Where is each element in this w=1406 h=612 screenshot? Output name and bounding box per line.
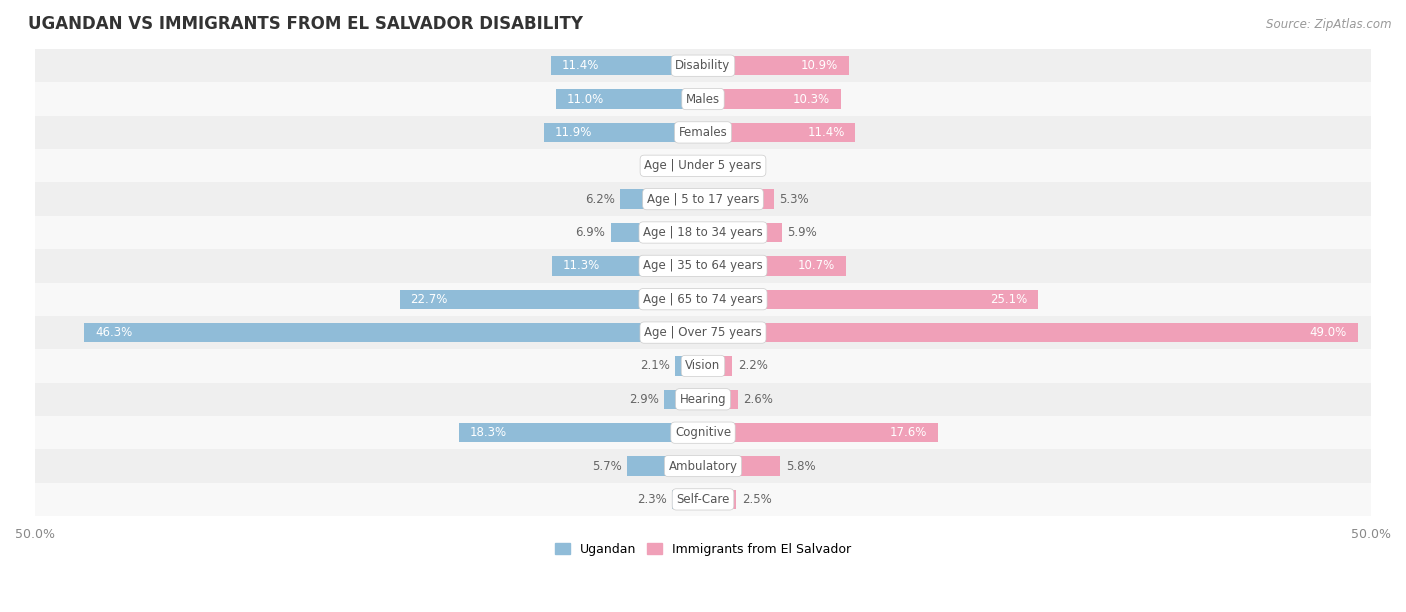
Bar	[555, 89, 703, 109]
Bar	[703, 457, 780, 476]
Bar	[35, 249, 1371, 283]
Text: 2.1%: 2.1%	[640, 359, 669, 373]
Bar	[703, 190, 773, 209]
Text: 46.3%: 46.3%	[96, 326, 132, 339]
Text: Cognitive: Cognitive	[675, 426, 731, 439]
Bar	[35, 382, 1371, 416]
Text: 1.1%: 1.1%	[652, 159, 683, 172]
Bar	[664, 390, 703, 409]
Text: UGANDAN VS IMMIGRANTS FROM EL SALVADOR DISABILITY: UGANDAN VS IMMIGRANTS FROM EL SALVADOR D…	[28, 15, 583, 33]
Bar	[703, 490, 737, 509]
Text: 2.5%: 2.5%	[742, 493, 772, 506]
Bar	[703, 123, 855, 142]
Bar	[35, 83, 1371, 116]
Legend: Ugandan, Immigrants from El Salvador: Ugandan, Immigrants from El Salvador	[550, 537, 856, 561]
Bar	[35, 216, 1371, 249]
Text: 11.9%: 11.9%	[555, 126, 592, 139]
Text: Self-Care: Self-Care	[676, 493, 730, 506]
Text: 10.3%: 10.3%	[793, 92, 830, 105]
Text: 10.9%: 10.9%	[800, 59, 838, 72]
Text: 11.4%: 11.4%	[807, 126, 845, 139]
Bar	[703, 156, 717, 176]
Bar	[551, 56, 703, 75]
Text: 11.4%: 11.4%	[561, 59, 599, 72]
Text: 11.0%: 11.0%	[567, 92, 605, 105]
Bar	[689, 156, 703, 176]
Bar	[35, 149, 1371, 182]
Bar	[610, 223, 703, 242]
Bar	[703, 289, 1039, 309]
Text: Ambulatory: Ambulatory	[668, 460, 738, 472]
Bar	[672, 490, 703, 509]
Bar	[703, 56, 849, 75]
Text: 2.9%: 2.9%	[628, 393, 659, 406]
Bar	[35, 349, 1371, 382]
Bar	[703, 423, 938, 442]
Bar	[544, 123, 703, 142]
Bar	[703, 356, 733, 376]
Bar	[620, 190, 703, 209]
Text: 25.1%: 25.1%	[990, 293, 1028, 306]
Text: 5.8%: 5.8%	[786, 460, 815, 472]
Bar	[399, 289, 703, 309]
Text: 17.6%: 17.6%	[890, 426, 928, 439]
Bar	[703, 89, 841, 109]
Text: Disability: Disability	[675, 59, 731, 72]
Bar	[35, 116, 1371, 149]
Bar	[35, 449, 1371, 483]
Bar	[627, 457, 703, 476]
Text: Age | Under 5 years: Age | Under 5 years	[644, 159, 762, 172]
Bar	[458, 423, 703, 442]
Bar	[35, 416, 1371, 449]
Text: Age | 35 to 64 years: Age | 35 to 64 years	[643, 259, 763, 272]
Text: 6.2%: 6.2%	[585, 193, 614, 206]
Text: Age | 5 to 17 years: Age | 5 to 17 years	[647, 193, 759, 206]
Bar	[35, 316, 1371, 349]
Text: 2.3%: 2.3%	[637, 493, 666, 506]
Bar	[35, 283, 1371, 316]
Text: 22.7%: 22.7%	[411, 293, 447, 306]
Bar	[35, 182, 1371, 216]
Bar	[703, 256, 846, 275]
Text: 6.9%: 6.9%	[575, 226, 606, 239]
Text: 5.7%: 5.7%	[592, 460, 621, 472]
Text: Age | Over 75 years: Age | Over 75 years	[644, 326, 762, 339]
Text: 10.7%: 10.7%	[799, 259, 835, 272]
Text: 5.3%: 5.3%	[779, 193, 808, 206]
Text: 5.9%: 5.9%	[787, 226, 817, 239]
Text: Age | 18 to 34 years: Age | 18 to 34 years	[643, 226, 763, 239]
Bar	[84, 323, 703, 342]
Text: 18.3%: 18.3%	[470, 426, 506, 439]
Bar	[35, 483, 1371, 516]
Text: Females: Females	[679, 126, 727, 139]
Text: Males: Males	[686, 92, 720, 105]
Bar	[703, 390, 738, 409]
Bar	[703, 323, 1358, 342]
Text: 11.3%: 11.3%	[562, 259, 600, 272]
Text: 2.6%: 2.6%	[744, 393, 773, 406]
Bar	[703, 223, 782, 242]
Text: Source: ZipAtlas.com: Source: ZipAtlas.com	[1267, 18, 1392, 31]
Text: Age | 65 to 74 years: Age | 65 to 74 years	[643, 293, 763, 306]
Text: 1.1%: 1.1%	[723, 159, 754, 172]
Bar	[35, 49, 1371, 83]
Bar	[675, 356, 703, 376]
Text: Hearing: Hearing	[679, 393, 727, 406]
Bar	[553, 256, 703, 275]
Text: Vision: Vision	[685, 359, 721, 373]
Text: 2.2%: 2.2%	[738, 359, 768, 373]
Text: 49.0%: 49.0%	[1310, 326, 1347, 339]
